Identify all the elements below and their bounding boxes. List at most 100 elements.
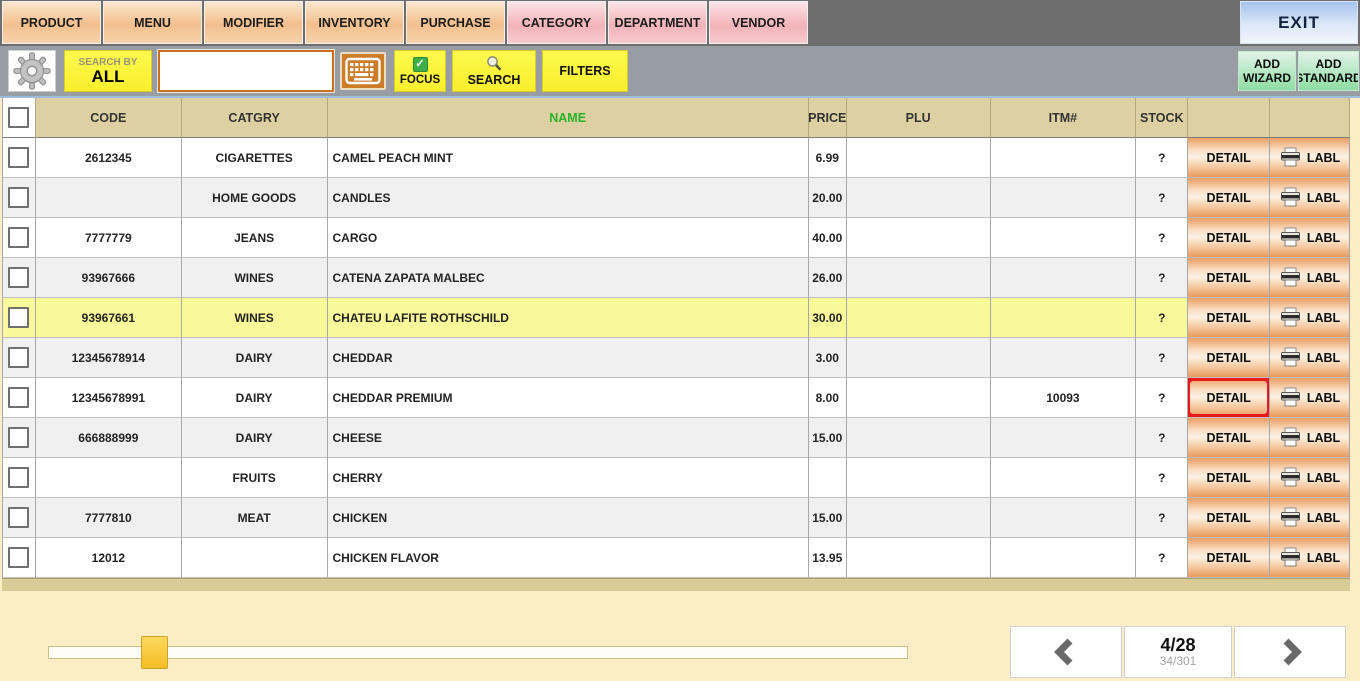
label-print-button[interactable]: LABL bbox=[1270, 418, 1349, 457]
detail-button[interactable]: DETAIL bbox=[1188, 138, 1270, 177]
col-header-price: PRICE bbox=[808, 98, 847, 138]
cell-code: 12345678991 bbox=[35, 378, 182, 418]
detail-button[interactable]: DETAIL bbox=[1188, 298, 1270, 337]
cell-name: CHATEU LAFITE ROTHSCHILD bbox=[327, 298, 809, 338]
col-header-detail bbox=[1188, 98, 1271, 138]
tab-vendor[interactable]: VENDOR bbox=[709, 1, 808, 44]
search-input[interactable] bbox=[158, 50, 334, 92]
labl-label: LABL bbox=[1306, 550, 1341, 565]
col-header-catgry: CATGRY bbox=[181, 98, 328, 138]
label-print-button[interactable]: LABL bbox=[1270, 218, 1349, 257]
search-by-caption: SEARCH BY bbox=[78, 57, 138, 68]
printer-icon bbox=[1280, 387, 1300, 407]
cell-name: CHEDDAR bbox=[327, 338, 809, 378]
detail-button[interactable]: DETAIL bbox=[1188, 338, 1270, 377]
pager-slider-track[interactable] bbox=[48, 636, 908, 669]
row-select-checkbox[interactable] bbox=[8, 347, 30, 368]
row-select-checkbox[interactable] bbox=[8, 187, 30, 208]
tab-department[interactable]: DEPARTMENT bbox=[608, 1, 707, 44]
tab-purchase[interactable]: PURCHASE bbox=[406, 1, 505, 44]
tab-modifier[interactable]: MODIFIER bbox=[204, 1, 303, 44]
cell-code: 666888999 bbox=[35, 418, 182, 458]
search-button[interactable]: SEARCH bbox=[452, 50, 536, 92]
add-wizard-button[interactable]: ADD WIZARD bbox=[1238, 51, 1296, 91]
cell-stock: ? bbox=[1136, 258, 1189, 298]
cell-labl: LABL bbox=[1270, 178, 1350, 218]
search-by-button[interactable]: SEARCH BY ALL bbox=[64, 50, 152, 92]
cell-catgry: FRUITS bbox=[181, 458, 328, 498]
cell-itm bbox=[990, 418, 1137, 458]
tab-category[interactable]: CATEGORY bbox=[507, 1, 606, 44]
row-select-checkbox[interactable] bbox=[8, 387, 30, 408]
detail-button[interactable]: DETAIL bbox=[1188, 258, 1270, 297]
detail-button[interactable]: DETAIL bbox=[1188, 498, 1270, 537]
label-print-button[interactable]: LABL bbox=[1270, 538, 1349, 577]
cell-plu bbox=[846, 298, 991, 338]
detail-button[interactable]: DETAIL bbox=[1188, 418, 1270, 457]
detail-button[interactable]: DETAIL bbox=[1188, 538, 1270, 577]
cell-code: 12345678914 bbox=[35, 338, 182, 378]
row-select-checkbox[interactable] bbox=[8, 147, 30, 168]
detail-button[interactable]: DETAIL bbox=[1188, 458, 1270, 497]
cell-stock: ? bbox=[1136, 538, 1189, 578]
settings-button[interactable] bbox=[8, 50, 56, 92]
label-print-button[interactable]: LABL bbox=[1270, 458, 1349, 497]
row-select-checkbox-cell bbox=[2, 338, 36, 378]
row-select-checkbox[interactable] bbox=[8, 467, 30, 488]
col-header-itm: ITM# bbox=[990, 98, 1137, 138]
row-select-checkbox-cell bbox=[2, 538, 36, 578]
cell-detail: DETAIL bbox=[1188, 178, 1271, 218]
row-select-checkbox-cell bbox=[2, 258, 36, 298]
cell-labl: LABL bbox=[1270, 338, 1350, 378]
col-header-code: CODE bbox=[35, 98, 182, 138]
label-print-button[interactable]: LABL bbox=[1270, 138, 1349, 177]
row-select-checkbox[interactable] bbox=[8, 307, 30, 328]
tab-inventory[interactable]: INVENTORY bbox=[305, 1, 404, 44]
select-all-checkbox[interactable] bbox=[8, 107, 30, 128]
col-header-stock: STOCK bbox=[1136, 98, 1189, 138]
row-select-checkbox[interactable] bbox=[8, 267, 30, 288]
cell-itm bbox=[990, 178, 1137, 218]
row-select-checkbox[interactable] bbox=[8, 427, 30, 448]
label-print-button[interactable]: LABL bbox=[1270, 298, 1349, 337]
tab-product[interactable]: PRODUCT bbox=[2, 1, 101, 44]
detail-button[interactable]: DETAIL bbox=[1188, 218, 1270, 257]
label-print-button[interactable]: LABL bbox=[1270, 498, 1349, 537]
cell-price: 26.00 bbox=[808, 258, 847, 298]
cell-code bbox=[35, 178, 182, 218]
detail-button[interactable]: DETAIL bbox=[1188, 178, 1270, 217]
cell-catgry: DAIRY bbox=[181, 418, 328, 458]
cell-detail: DETAIL bbox=[1188, 458, 1271, 498]
cell-name: CHICKEN FLAVOR bbox=[327, 538, 809, 578]
table-row: 12345678991 DAIRY CHEDDAR PREMIUM 8.00 10093… bbox=[2, 378, 1350, 418]
keyboard-button[interactable] bbox=[340, 52, 386, 90]
row-select-checkbox[interactable] bbox=[8, 547, 30, 568]
cell-plu bbox=[846, 138, 991, 178]
label-print-button[interactable]: LABL bbox=[1270, 178, 1349, 217]
focus-check-icon: ✓ bbox=[412, 56, 428, 72]
row-select-checkbox[interactable] bbox=[8, 227, 30, 248]
detail-button[interactable]: DETAIL bbox=[1188, 378, 1270, 417]
cell-stock: ? bbox=[1136, 378, 1189, 418]
focus-toggle-button[interactable]: ✓ FOCUS bbox=[394, 50, 446, 92]
cell-labl: LABL bbox=[1270, 258, 1350, 298]
search-label: SEARCH bbox=[467, 73, 521, 87]
next-page-button[interactable] bbox=[1234, 626, 1346, 678]
filters-button[interactable]: FILTERS bbox=[542, 50, 628, 92]
cell-itm bbox=[990, 218, 1137, 258]
row-select-checkbox[interactable] bbox=[8, 507, 30, 528]
exit-button[interactable]: EXIT bbox=[1240, 1, 1358, 44]
cell-itm bbox=[990, 138, 1137, 178]
pager-slider-thumb[interactable] bbox=[141, 636, 168, 669]
toolbar: SEARCH BY ALL ✓ FOCUS S bbox=[0, 46, 1360, 98]
prev-page-button[interactable] bbox=[1010, 626, 1122, 678]
tab-menu[interactable]: MENU bbox=[103, 1, 202, 44]
labl-label: LABL bbox=[1306, 350, 1341, 365]
label-print-button[interactable]: LABL bbox=[1270, 258, 1349, 297]
cell-plu bbox=[846, 258, 991, 298]
cell-catgry: WINES bbox=[181, 258, 328, 298]
label-print-button[interactable]: LABL bbox=[1270, 338, 1349, 377]
label-print-button[interactable]: LABL bbox=[1270, 378, 1349, 417]
chevron-left-icon bbox=[1054, 638, 1073, 666]
add-standard-button[interactable]: ADD STANDARD bbox=[1298, 51, 1359, 91]
